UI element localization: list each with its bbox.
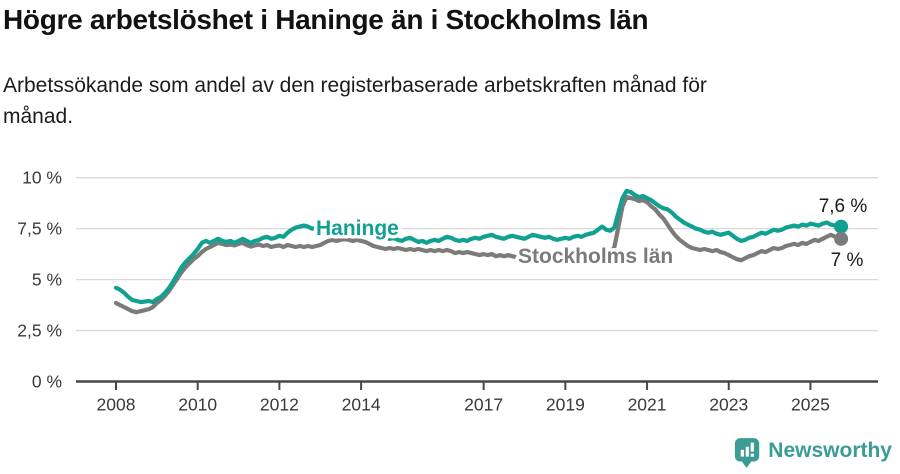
- y-tick-label-0: 0 %: [32, 372, 62, 392]
- bar-chart-pin-icon: [735, 438, 760, 468]
- x-tick-label-2010: 2010: [178, 395, 217, 415]
- series-line-stockholms-län: [113, 194, 844, 315]
- unemployment-line-chart: 0 % 2,5 % 5 % 7,5 % 10 % 2008 2010 2012 2014 2017…: [17, 168, 878, 415]
- y-tick-label-5: 5 %: [32, 270, 62, 290]
- y-tick-label-10: 10 %: [22, 168, 62, 188]
- end-value-label-haninge: 7,6 %: [819, 196, 868, 217]
- x-tick-label-2021: 2021: [628, 395, 667, 415]
- x-tick-label-2012: 2012: [260, 395, 299, 415]
- end-dot-haninge: [834, 219, 849, 234]
- x-tick-label-2014: 2014: [342, 395, 381, 415]
- x-tick-label-2008: 2008: [97, 395, 136, 415]
- end-value-label-stockholms-län: 7 %: [831, 250, 864, 271]
- y-tick-label-7.5: 7,5 %: [17, 219, 62, 239]
- series-line-haninge: [113, 188, 844, 305]
- x-tick-label-2023: 2023: [709, 395, 748, 415]
- x-tick-label-2019: 2019: [546, 395, 585, 415]
- x-tick-label-2017: 2017: [464, 395, 503, 415]
- y-tick-label-2.5: 2,5 %: [17, 321, 62, 341]
- chart-title: Högre arbetslöshet i Haninge än i Stockh…: [3, 4, 649, 35]
- series-label-haninge: Haninge: [316, 217, 399, 240]
- x-tick-label-2025: 2025: [791, 395, 830, 415]
- chart-subtitle: Arbetssökande som andel av den registerb…: [3, 74, 707, 128]
- newsworthy-brand-label: Newsworthy: [768, 439, 892, 462]
- series-label-stockholms-län: Stockholms län: [518, 245, 673, 268]
- end-dot-stockholms-län: [834, 231, 849, 246]
- newsworthy-logo: Newsworthy: [734, 437, 892, 469]
